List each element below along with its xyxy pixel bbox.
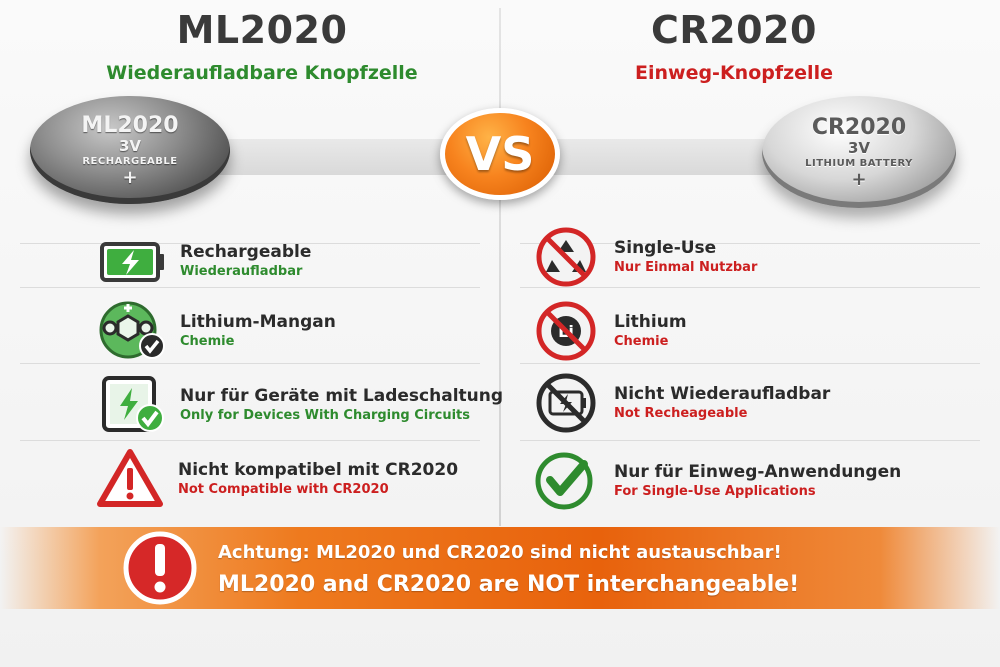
row-rule [520, 287, 980, 288]
feature-lithium: Li Lithium Chemie [532, 300, 687, 362]
exclamation-circle-icon [123, 531, 197, 605]
no-charging-icon [536, 373, 596, 433]
row-rule [20, 287, 480, 288]
left-title: ML2020 [176, 8, 348, 52]
row-rule [20, 363, 480, 364]
ml2020-coin-image: ML2020 3V RECHARGEABLE + [30, 96, 230, 204]
feature-rechargeable: Rechargeable Wiederaufladbar [98, 230, 311, 292]
row-rule [20, 440, 480, 441]
no-recycle-icon [536, 227, 596, 287]
cr2020-coin-image: CR2020 3V LITHIUM BATTERY + [762, 96, 956, 208]
vs-badge: VS [440, 108, 560, 200]
no-lithium-icon: Li [536, 301, 596, 361]
right-title: CR2020 [651, 8, 817, 52]
right-subtitle: Einweg-Knopfzelle [635, 62, 833, 84]
device-charging-check-icon [102, 376, 164, 432]
left-subtitle: Wiederaufladbare Knopfzelle [106, 62, 418, 84]
chemistry-molecule-check-icon [99, 301, 165, 359]
feature-charging-devices: Nur für Geräte mit Ladeschaltung Only fo… [98, 374, 503, 436]
feature-single-use-applications: Nur für Einweg-Anwendungen For Single-Us… [532, 450, 901, 512]
feature-lithium-mangan: Lithium-Mangan Chemie [98, 300, 336, 362]
feature-single-use: Single-Use Nur Einmal Nutzbar [532, 226, 757, 288]
warning-line-english: ML2020 and CR2020 are NOT interchangeabl… [218, 572, 800, 597]
center-divider [499, 8, 501, 526]
row-rule [520, 243, 980, 244]
feature-not-compatible: Nicht kompatibel mit CR2020 Not Compatib… [96, 448, 458, 510]
row-rule [520, 363, 980, 364]
warning-triangle-icon [97, 449, 163, 507]
row-rule [20, 243, 480, 244]
battery-charging-icon [100, 242, 164, 282]
warning-line-german: Achtung: ML2020 und CR2020 sind nicht au… [218, 542, 782, 563]
row-rule [520, 440, 980, 441]
feature-not-rechargeable: Nicht Wiederaufladbar Not Recheageable [532, 372, 830, 434]
check-circle-icon [535, 452, 593, 510]
